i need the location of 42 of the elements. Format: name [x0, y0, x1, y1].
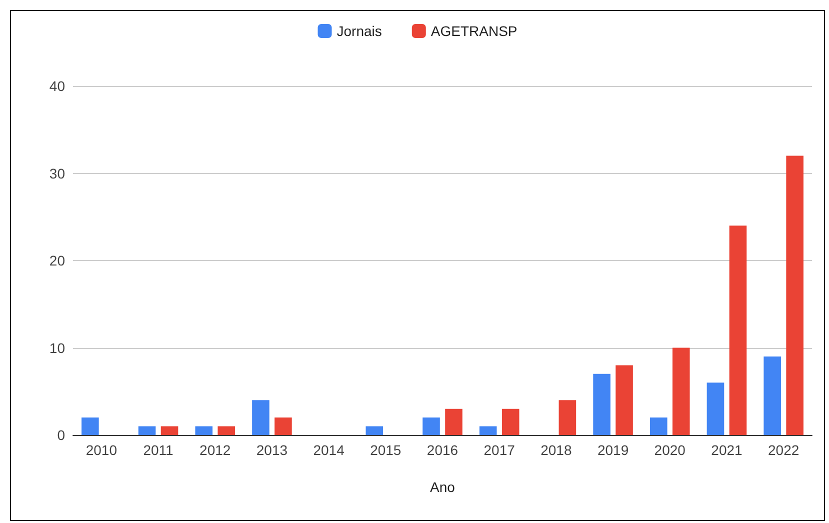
y-tick-label: 20 — [49, 252, 66, 268]
bar — [82, 418, 99, 435]
y-tick-label: 10 — [49, 340, 66, 356]
bar — [138, 426, 156, 435]
bar — [195, 426, 213, 435]
bar — [160, 426, 178, 435]
bar — [479, 426, 497, 435]
y-tick-label: 0 — [57, 427, 66, 443]
bar — [616, 365, 633, 435]
legend-label: Jornais — [336, 23, 382, 39]
bar — [366, 426, 384, 435]
x-tick-label: 2017 — [484, 442, 516, 458]
bar — [218, 426, 236, 435]
x-tick-label: 2020 — [654, 442, 686, 458]
bar — [445, 408, 462, 435]
x-tick-label: 2018 — [540, 442, 572, 458]
bar — [593, 374, 610, 435]
x-tick-label: 2014 — [313, 442, 345, 458]
legend-label: AGETRANSP — [430, 23, 518, 39]
bar — [786, 156, 804, 435]
bar — [502, 408, 520, 435]
x-tick-label: 2016 — [426, 442, 458, 458]
bar — [274, 418, 292, 435]
bar — [422, 418, 440, 435]
bar — [706, 382, 724, 435]
x-tick-label: 2015 — [370, 442, 402, 458]
bar — [672, 348, 690, 435]
x-tick-label: 2019 — [597, 442, 629, 458]
bar — [252, 400, 270, 435]
bar — [764, 356, 781, 435]
y-tick-label: 30 — [49, 165, 66, 182]
x-tick-label: 2013 — [256, 442, 288, 458]
bar — [729, 226, 747, 435]
bar — [558, 400, 576, 435]
x-axis-title: Ano — [430, 479, 456, 495]
y-tick-label: 40 — [49, 78, 66, 94]
bar — [650, 418, 668, 435]
x-tick-label: 2010 — [86, 442, 118, 458]
x-tick-label: 2021 — [711, 442, 743, 458]
x-tick-label: 2022 — [768, 442, 800, 458]
x-tick-label: 2012 — [200, 442, 231, 458]
x-tick-label: 2011 — [143, 442, 174, 458]
